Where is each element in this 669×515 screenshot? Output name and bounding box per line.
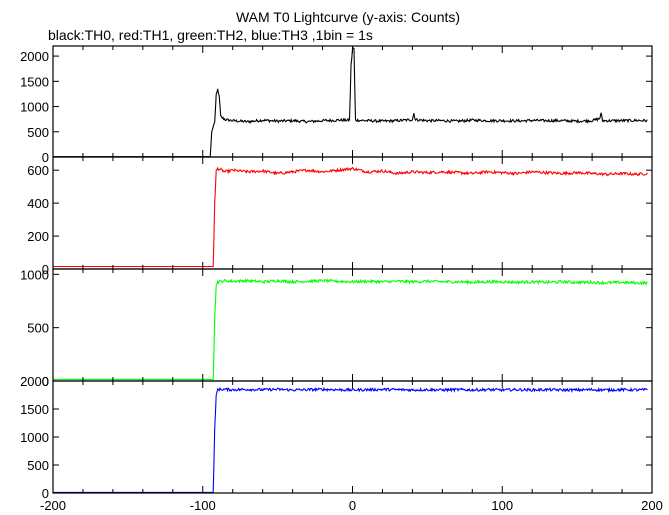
panels-group: 0500100015002000020040060005001000050010… [20,45,653,501]
x-tick-label: 0 [349,498,356,513]
y-tick-label: 0 [42,262,49,277]
y-tick-label: 500 [27,321,49,336]
panel-frame [52,268,653,382]
series-line-th3 [53,386,648,493]
chart-title: WAM T0 Lightcurve (y-axis: Counts) [236,9,460,25]
y-tick-label: 0 [42,374,49,389]
x-tick-label: 200 [641,498,663,513]
y-tick-label: 600 [27,163,49,178]
panel-th2: 0 500 1000 [20,267,653,389]
y-tick-label: 200 [27,229,49,244]
panel-th0: 0 500 1000 1500 2000 [20,45,653,165]
panel-frame [52,45,653,158]
y-tick-label: 1500 [20,402,49,417]
y-tick-label: 1000 [20,430,49,445]
y-tick-label: 500 [27,125,49,140]
x-tick-label: -100 [190,498,216,513]
y-tick-label: 1000 [20,100,49,115]
chart-subtitle: black:TH0, red:TH1, green:TH2, blue:TH3 … [48,27,373,43]
panel-frame [52,156,653,270]
panel-th1: 0 200 400 600 [27,156,653,277]
y-tick-label: 500 [27,458,49,473]
y-tick-label: 2000 [20,374,49,389]
x-tick-label: -200 [40,498,66,513]
panel-th3: 0 500 1000 1500 2000 [20,374,653,501]
x-axis: -200 -100 0 100 200 [40,498,663,513]
series-line-th2 [53,278,648,380]
y-tick-label: 0 [42,150,49,165]
x-tick-label: 100 [491,498,513,513]
panel-frame [52,380,653,494]
series-line-th0 [53,47,648,158]
series-line-th1 [53,166,648,268]
y-tick-label: 2000 [20,49,49,64]
y-tick-label: 400 [27,196,49,211]
y-tick-label: 1000 [20,267,49,282]
y-tick-label: 1500 [20,74,49,89]
y-tick-label: 0 [42,486,49,501]
